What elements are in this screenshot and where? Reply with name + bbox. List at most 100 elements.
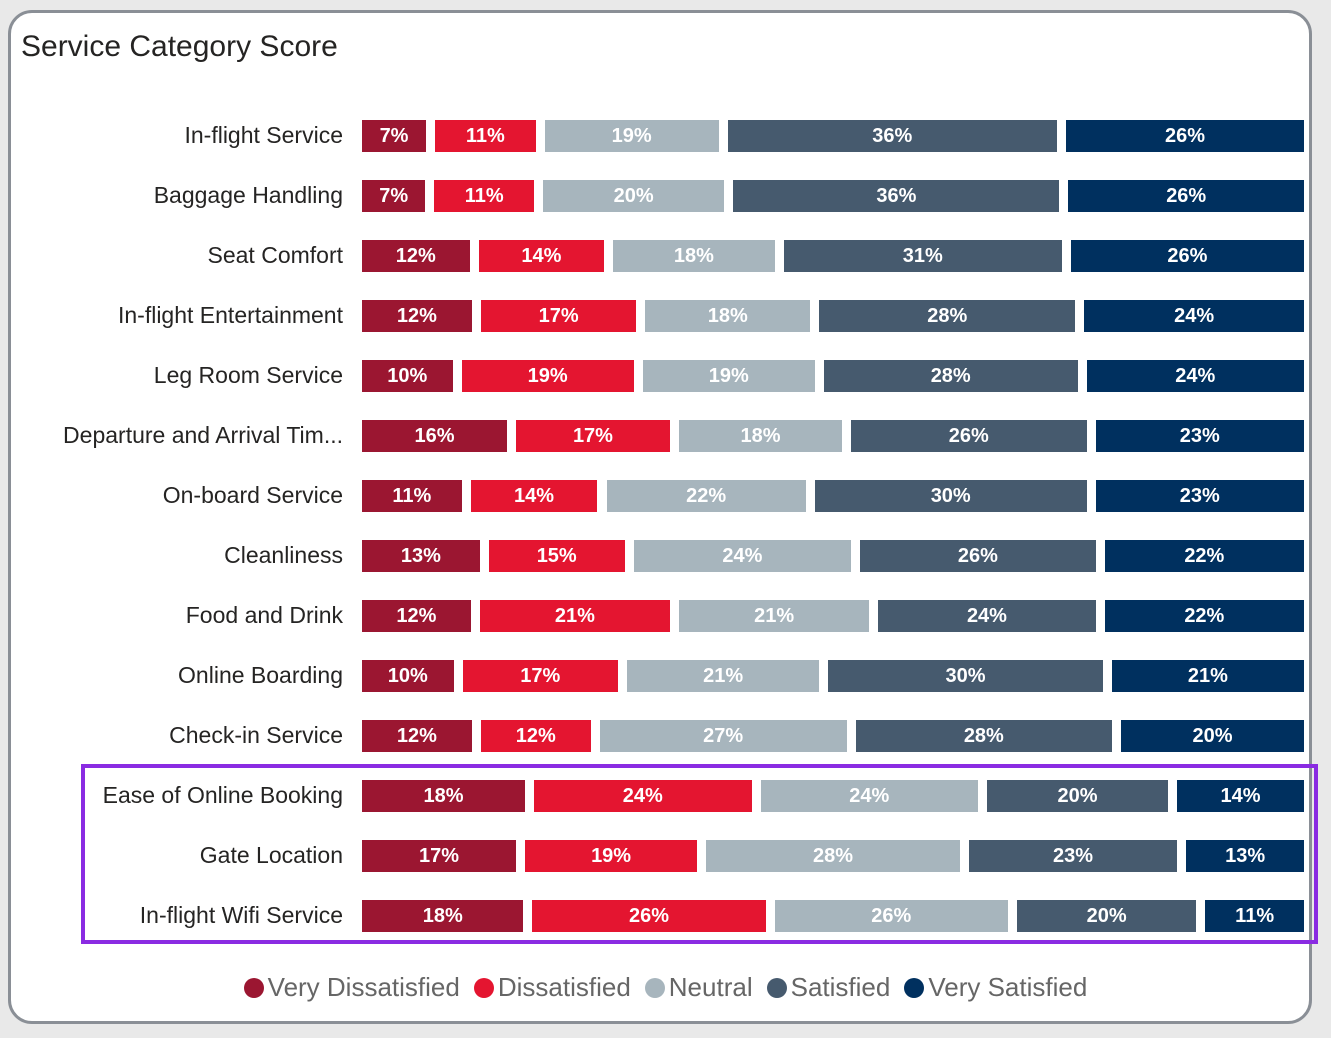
category-label: In-flight Entertainment xyxy=(117,302,343,328)
bar-segment-very-satisfied[interactable]: 21% xyxy=(1111,660,1304,692)
bar-segment-dissatisfied[interactable]: 14% xyxy=(478,240,605,272)
bar-segment-satisfied[interactable]: 31% xyxy=(783,240,1062,272)
bar-segment-dissatisfied[interactable]: 11% xyxy=(434,180,535,212)
legend: Very Dissatisfied Dissatisfied Neutral Sati… xyxy=(0,972,1331,1003)
bar-segment-satisfied[interactable]: 23% xyxy=(968,840,1178,872)
highlight-box xyxy=(81,764,1318,944)
bar-segment-dissatisfied[interactable]: 19% xyxy=(461,360,634,392)
bar-segment-neutral[interactable]: 28% xyxy=(706,840,960,872)
bar-segment-satisfied[interactable]: 26% xyxy=(860,540,1096,572)
category-label: Check-in Service xyxy=(169,722,343,748)
bar-segment-very-satisfied[interactable]: 23% xyxy=(1095,420,1304,452)
bar-segment-very-dissatisfied[interactable]: 12% xyxy=(362,600,471,632)
bar-segment-very-satisfied[interactable]: 23% xyxy=(1095,480,1304,512)
bar-segment-neutral[interactable]: 18% xyxy=(645,300,811,332)
bar-segment-neutral[interactable]: 21% xyxy=(627,660,820,692)
bar-segment-dissatisfied[interactable]: 26% xyxy=(532,900,766,932)
legend-label: Very Satisfied xyxy=(928,972,1088,1002)
bar-segment-neutral[interactable]: 20% xyxy=(543,180,725,212)
bar-segment-very-dissatisfied[interactable]: 18% xyxy=(362,780,526,812)
legend-label: Neutral xyxy=(668,972,753,1002)
bar-segment-very-dissatisfied[interactable]: 12% xyxy=(362,240,470,272)
bar-segment-very-satisfied[interactable]: 26% xyxy=(1068,180,1304,212)
bar-segment-very-dissatisfied[interactable]: 11% xyxy=(362,480,462,512)
bar-segment-satisfied[interactable]: 36% xyxy=(727,120,1058,152)
bar-segment-very-satisfied[interactable]: 22% xyxy=(1104,600,1304,632)
bar-segment-very-satisfied[interactable]: 24% xyxy=(1084,300,1304,332)
bar-segment-satisfied[interactable]: 20% xyxy=(986,780,1169,812)
legend-dot-icon xyxy=(644,977,665,998)
bar-segment-satisfied[interactable]: 36% xyxy=(733,180,1060,212)
legend-item[interactable]: Satisfied xyxy=(766,972,891,1003)
legend-label: Dissatisfied xyxy=(497,972,631,1002)
bar-segment-dissatisfied[interactable]: 21% xyxy=(479,600,670,632)
category-label: Baggage Handling xyxy=(153,182,343,208)
bar-segment-neutral[interactable]: 18% xyxy=(613,240,775,272)
bar-segment-dissatisfied[interactable]: 14% xyxy=(470,480,598,512)
bar-segment-very-dissatisfied[interactable]: 13% xyxy=(362,540,480,572)
bar-segment-very-satisfied[interactable]: 13% xyxy=(1186,840,1304,872)
bar-segment-very-dissatisfied[interactable]: 12% xyxy=(362,720,472,752)
bar-segment-neutral[interactable]: 18% xyxy=(678,420,843,452)
bar-segment-dissatisfied[interactable]: 17% xyxy=(515,420,670,452)
bar-segment-very-satisfied[interactable]: 11% xyxy=(1205,900,1304,932)
bar-segment-neutral[interactable]: 19% xyxy=(642,360,815,392)
bar-segment-very-satisfied[interactable]: 22% xyxy=(1104,540,1304,572)
bar-segment-satisfied[interactable]: 28% xyxy=(855,720,1112,752)
bar-segment-dissatisfied[interactable]: 19% xyxy=(525,840,698,872)
bar-segment-satisfied[interactable]: 30% xyxy=(814,480,1087,512)
legend-item[interactable]: Neutral xyxy=(644,972,753,1003)
legend-dot-icon xyxy=(243,977,264,998)
bar-segment-dissatisfied[interactable]: 24% xyxy=(534,780,752,812)
category-label: Food and Drink xyxy=(185,602,343,628)
bar-segment-neutral[interactable]: 19% xyxy=(544,120,719,152)
bar-segment-very-satisfied[interactable]: 14% xyxy=(1177,780,1304,812)
bar-segment-satisfied[interactable]: 28% xyxy=(819,300,1076,332)
legend-dot-icon xyxy=(473,977,494,998)
legend-label: Satisfied xyxy=(790,972,891,1002)
bar-segment-satisfied[interactable]: 26% xyxy=(851,420,1087,452)
category-label: Leg Room Service xyxy=(153,362,343,388)
bar-segment-neutral[interactable]: 21% xyxy=(678,600,870,632)
bar-segment-satisfied[interactable]: 28% xyxy=(823,360,1078,392)
bar-segment-very-satisfied[interactable]: 20% xyxy=(1120,720,1304,752)
bar-segment-satisfied[interactable]: 24% xyxy=(878,600,1096,632)
legend-item[interactable]: Very Satisfied xyxy=(904,972,1087,1003)
bar-segment-dissatisfied[interactable]: 15% xyxy=(488,540,625,572)
bar-segment-satisfied[interactable]: 20% xyxy=(1016,900,1197,932)
bar-segment-very-satisfied[interactable]: 26% xyxy=(1066,120,1304,152)
category-label: In-flight Wifi Service xyxy=(139,902,343,928)
category-label: Gate Location xyxy=(199,842,343,868)
category-label: On-board Service xyxy=(162,482,343,508)
bar-segment-dissatisfied[interactable]: 12% xyxy=(480,720,591,752)
bar-segment-dissatisfied[interactable]: 17% xyxy=(462,660,619,692)
legend-item[interactable]: Very Dissatisfied xyxy=(243,972,460,1003)
bar-segment-very-satisfied[interactable]: 24% xyxy=(1086,360,1304,392)
category-label: Ease of Online Booking xyxy=(102,782,343,808)
legend-label: Very Dissatisfied xyxy=(267,972,460,1002)
category-label: Cleanliness xyxy=(224,542,343,568)
bar-segment-neutral[interactable]: 24% xyxy=(760,780,978,812)
bar-segment-dissatisfied[interactable]: 11% xyxy=(435,120,536,152)
legend-dot-icon xyxy=(904,977,925,998)
bar-segment-dissatisfied[interactable]: 17% xyxy=(480,300,637,332)
bar-segment-very-dissatisfied[interactable]: 10% xyxy=(362,660,454,692)
bar-segment-satisfied[interactable]: 30% xyxy=(828,660,1103,692)
bar-segment-neutral[interactable]: 22% xyxy=(606,480,806,512)
category-label: Online Boarding xyxy=(178,662,343,688)
bar-segment-neutral[interactable]: 26% xyxy=(774,900,1008,932)
bar-segment-very-dissatisfied[interactable]: 12% xyxy=(362,300,472,332)
bar-segment-very-dissatisfied[interactable]: 10% xyxy=(362,360,453,392)
bar-segment-neutral[interactable]: 24% xyxy=(633,540,852,572)
bar-segment-very-dissatisfied[interactable]: 7% xyxy=(362,180,426,212)
bar-segment-neutral[interactable]: 27% xyxy=(599,720,847,752)
bar-segment-very-dissatisfied[interactable]: 16% xyxy=(362,420,507,452)
bar-segment-very-dissatisfied[interactable]: 7% xyxy=(362,120,427,152)
category-label: In-flight Service xyxy=(184,122,343,148)
bar-segment-very-satisfied[interactable]: 26% xyxy=(1070,240,1304,272)
bar-segment-very-dissatisfied[interactable]: 18% xyxy=(362,900,524,932)
legend-item[interactable]: Dissatisfied xyxy=(473,972,631,1003)
category-label: Seat Comfort xyxy=(207,242,344,268)
bar-segment-very-dissatisfied[interactable]: 17% xyxy=(362,840,517,872)
